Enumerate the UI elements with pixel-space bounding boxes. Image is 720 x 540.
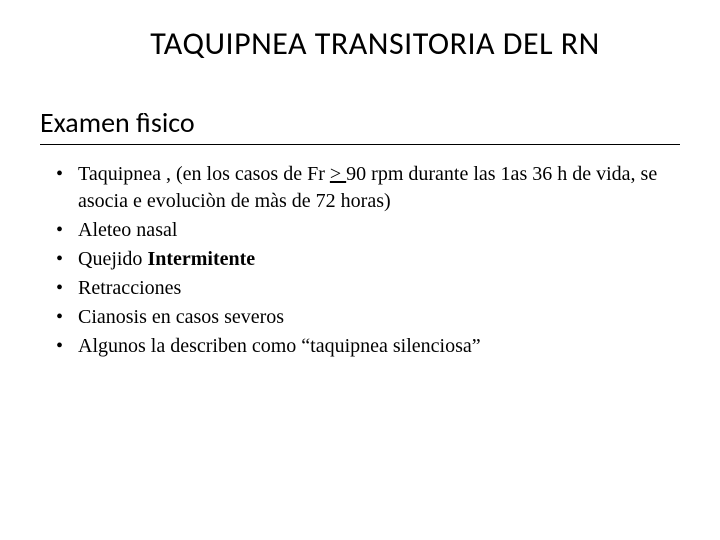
bullet-icon: • <box>56 246 63 273</box>
list-item: • Algunos la describen como “taquipnea s… <box>50 333 680 360</box>
bullet-text-pre: Taquipnea , (en los casos de Fr <box>78 163 330 185</box>
subtitle-divider <box>40 144 680 145</box>
bullet-icon: • <box>56 217 63 244</box>
bullet-icon: • <box>56 161 63 188</box>
list-item: • Cianosis en casos severos <box>50 304 680 331</box>
bullet-text-pre: Aleteo nasal <box>78 219 177 241</box>
bullet-text-pre: Algunos la describen como “taquipnea sil… <box>78 335 481 357</box>
bullet-text-pre: Cianosis en casos severos <box>78 306 284 328</box>
list-item: • Quejido Intermitente <box>50 246 680 273</box>
bullet-list: • Taquipnea , (en los casos de Fr > 90 r… <box>40 161 680 360</box>
bullet-text-bold: Intermitente <box>147 248 255 270</box>
bullet-text-pre: Retracciones <box>78 277 181 299</box>
bullet-icon: • <box>56 333 63 360</box>
slide-subtitle: Examen fìsico <box>40 105 680 140</box>
list-item: • Retracciones <box>50 275 680 302</box>
bullet-text-pre: Quejido <box>78 248 147 270</box>
list-item: • Taquipnea , (en los casos de Fr > 90 r… <box>50 161 680 215</box>
bullet-text-underline: > <box>330 163 346 185</box>
bullet-icon: • <box>56 304 63 331</box>
list-item: • Aleteo nasal <box>50 217 680 244</box>
slide-title: TAQUIPNEA TRANSITORIA DEL RN <box>40 24 680 63</box>
bullet-icon: • <box>56 275 63 302</box>
